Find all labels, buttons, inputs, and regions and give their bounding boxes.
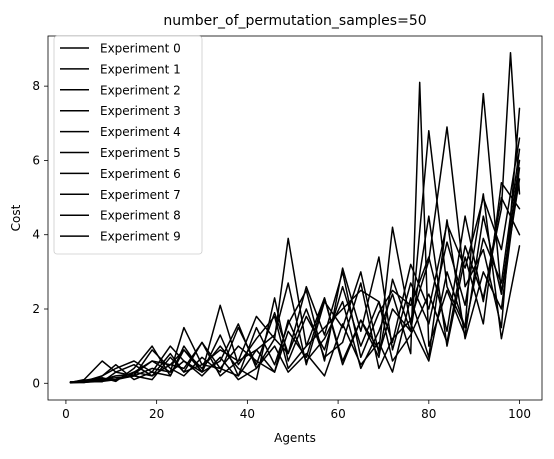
y-tick-label-0: 0 <box>32 376 40 390</box>
series-line-0 <box>69 137 521 384</box>
legend-box <box>53 35 203 255</box>
x-tick-label-100: 100 <box>508 407 531 421</box>
y-tick-label-2: 2 <box>32 302 40 316</box>
y-tick-label-8: 8 <box>32 79 40 93</box>
legend-label-4: Experiment 4 <box>100 125 181 139</box>
y-axis-ticks: 0 2 4 6 8 <box>32 79 48 390</box>
legend-label-5: Experiment 5 <box>100 146 181 160</box>
series-line-8 <box>69 81 521 384</box>
x-tick-label-80: 80 <box>421 407 436 421</box>
legend-label-8: Experiment 8 <box>100 209 181 223</box>
legend-label-9: Experiment 9 <box>100 230 181 244</box>
legend-label-2: Experiment 2 <box>100 83 181 97</box>
legend-label-6: Experiment 6 <box>100 167 181 181</box>
y-tick-label-6: 6 <box>32 153 40 167</box>
legend-label-0: Experiment 0 <box>100 42 181 56</box>
series-layer <box>69 51 521 384</box>
x-axis-label: Agents <box>274 431 316 445</box>
y-tick-label-4: 4 <box>32 228 40 242</box>
series-line-9 <box>69 107 521 384</box>
y-axis-label: Cost <box>9 204 23 231</box>
legend-label-7: Experiment 7 <box>100 188 181 202</box>
series-line-6 <box>69 148 521 384</box>
legend-label-3: Experiment 3 <box>100 104 181 118</box>
x-tick-label-40: 40 <box>240 407 255 421</box>
x-tick-label-0: 0 <box>62 407 70 421</box>
legend: Experiment 0 Experiment 1 Experiment 2 Expe… <box>53 35 203 255</box>
x-axis-ticks: 0 20 40 60 80 100 <box>62 400 531 421</box>
x-tick-label-20: 20 <box>149 407 164 421</box>
legend-label-1: Experiment 1 <box>100 62 181 76</box>
plot-frame <box>47 35 543 401</box>
x-tick-label-60: 60 <box>330 407 345 421</box>
chart-title: number_of_permutation_samples=50 <box>163 13 426 29</box>
legend-items: Experiment 0 Experiment 1 Experiment 2 Expe… <box>60 42 181 244</box>
